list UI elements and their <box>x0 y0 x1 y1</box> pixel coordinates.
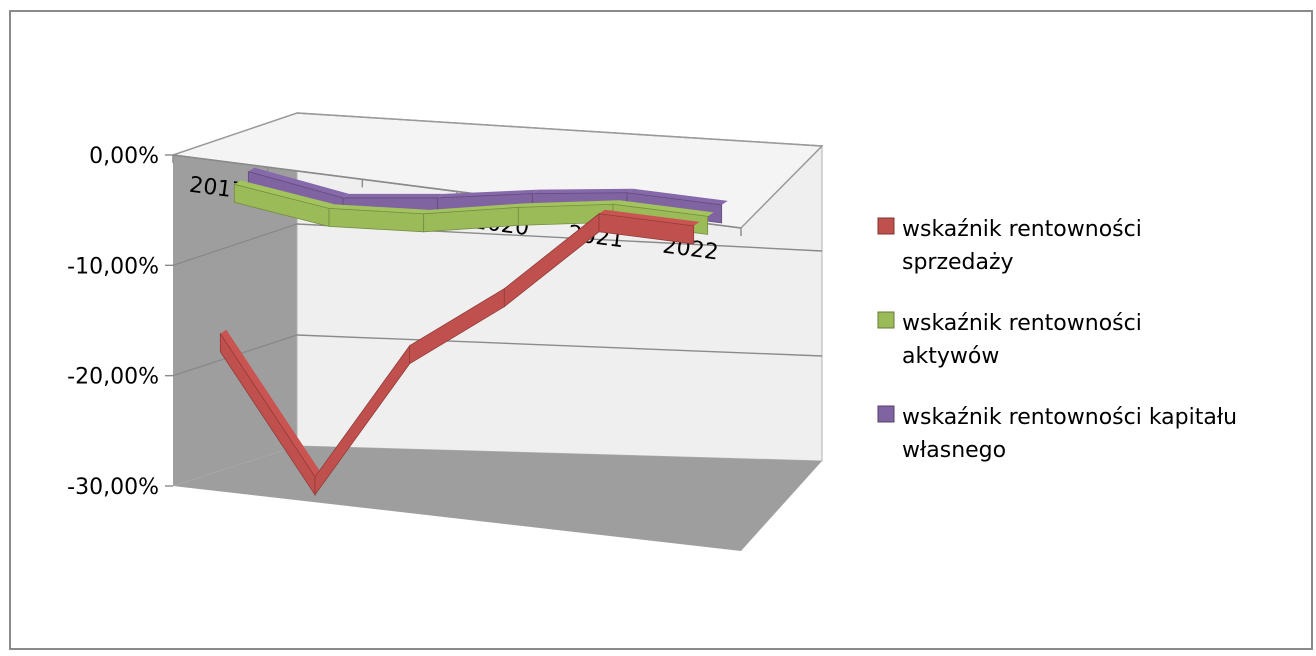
legend-swatch <box>877 217 895 235</box>
y-tick-label: -30,00% <box>67 475 159 500</box>
series-segment-top <box>532 188 633 194</box>
legend-label: własnego <box>902 438 1006 463</box>
gridline <box>172 334 823 377</box>
y-axis-ticks: 0,00% -10,00% -20,00% -30,00% <box>67 144 173 500</box>
y-tick-label: -10,00% <box>67 254 159 279</box>
legend-label: wskaźnik rentowności <box>902 217 1142 242</box>
gridlines <box>172 112 823 377</box>
series-segment-top <box>220 329 321 477</box>
series-lines <box>219 167 728 497</box>
gridline <box>172 223 823 266</box>
legend-label: sprzedaży <box>902 250 1014 275</box>
series-segment-top <box>343 193 444 198</box>
series-segment-top <box>437 189 539 198</box>
series-segment <box>598 213 695 245</box>
series-segment-top <box>627 188 728 205</box>
series-segment-top <box>234 180 335 209</box>
series-1 <box>219 209 700 497</box>
series-segment-top <box>613 200 714 217</box>
legend-item: wskaźnik rentowności aktywów <box>877 311 1142 369</box>
y-tick-label: 0,00% <box>89 144 159 169</box>
legend-label: wskaźnik rentowności kapitału <box>902 405 1237 430</box>
series-segment-top <box>423 203 525 214</box>
series-segment-top <box>599 209 700 226</box>
series-segment-top <box>329 204 430 214</box>
y-tick-label: -20,00% <box>67 365 159 390</box>
floor <box>173 446 822 551</box>
series-segment-top <box>248 167 349 198</box>
legend-label: aktywów <box>902 344 999 369</box>
series-segment-top <box>518 200 619 208</box>
legend-swatch <box>877 311 895 329</box>
legend-item: wskaźnik rentowności sprzedaży <box>877 217 1142 275</box>
legend-swatch <box>877 405 895 423</box>
legend-label: wskaźnik rentowności <box>902 311 1142 336</box>
legend-item: wskaźnik rentowności kapitału własnego <box>877 405 1237 463</box>
gridline <box>296 112 823 147</box>
